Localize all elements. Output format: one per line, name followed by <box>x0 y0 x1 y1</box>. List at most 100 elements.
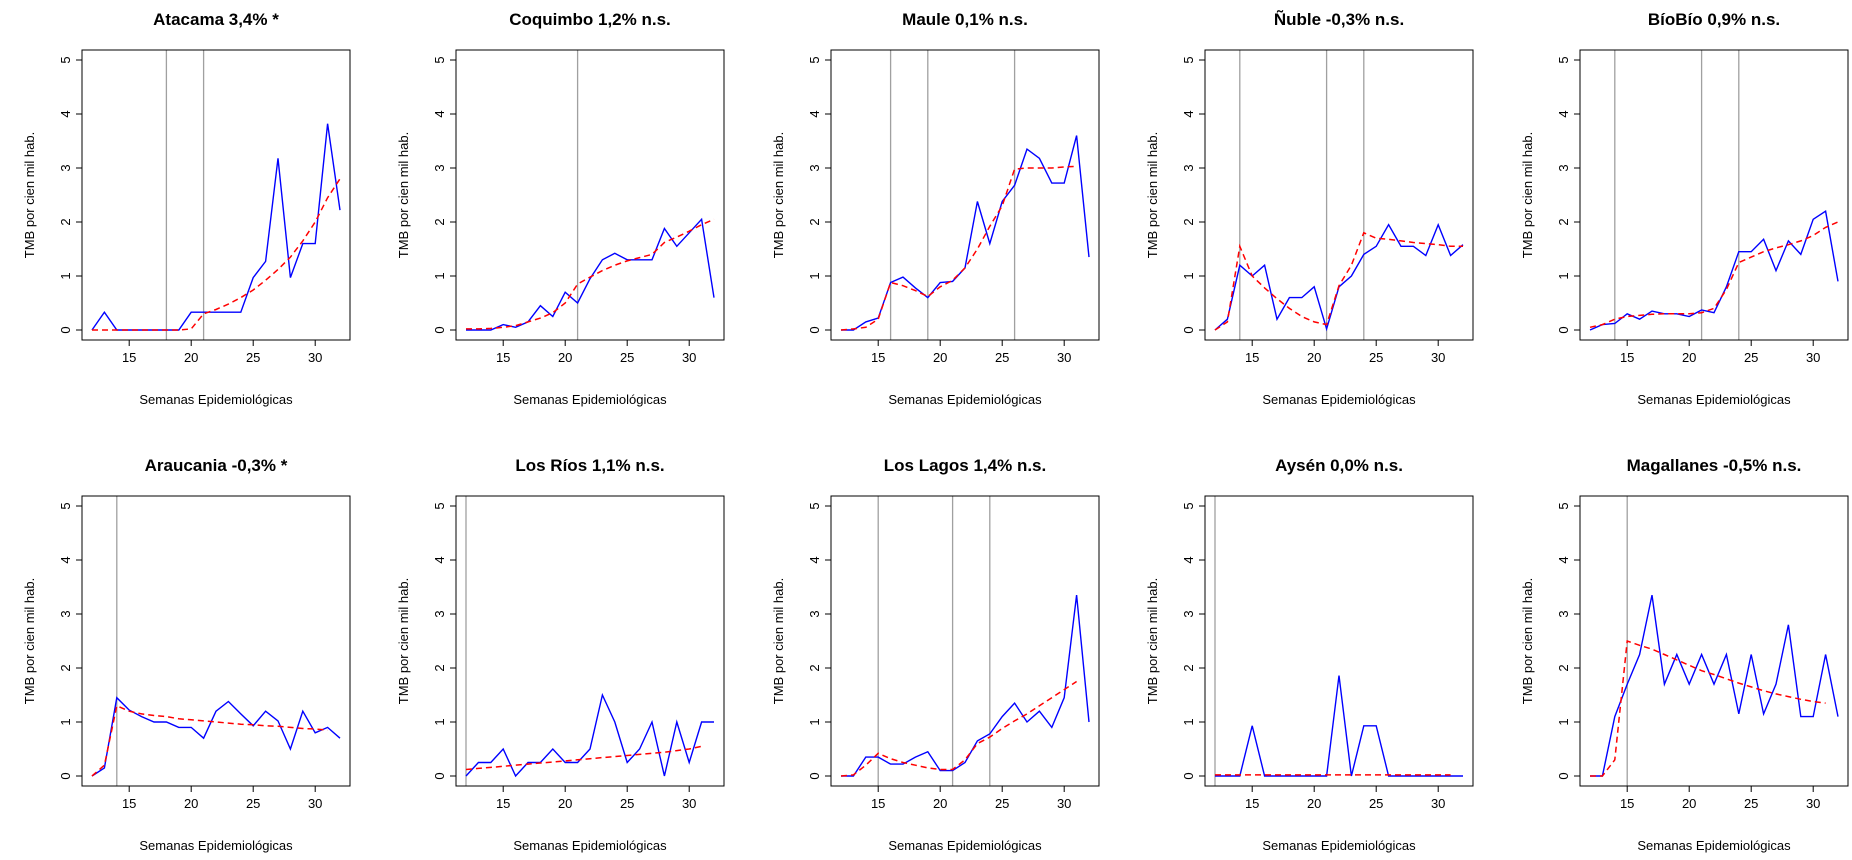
x-tick-label: 20 <box>933 796 947 811</box>
x-axis-label: Semanas Epidemiológicas <box>513 838 667 853</box>
y-tick-label: 3 <box>58 610 73 617</box>
trend-series-line <box>1590 639 1826 777</box>
y-tick-label: 0 <box>1181 772 1196 779</box>
observed-series-line <box>1214 222 1464 332</box>
y-axis-label: TMB por cien mil hab. <box>396 132 411 258</box>
y-tick-label: 3 <box>807 164 822 171</box>
y-tick-label: 1 <box>58 718 73 725</box>
x-tick-label: 15 <box>1245 350 1259 365</box>
x-tick-label: 20 <box>558 796 572 811</box>
y-tick-label: 2 <box>432 218 447 225</box>
y-tick-label: 1 <box>1181 718 1196 725</box>
y-tick-label: 5 <box>807 56 822 63</box>
observed-series-line <box>1215 675 1463 777</box>
trend-series-line <box>1589 221 1839 329</box>
y-tick-label: 3 <box>1556 610 1571 617</box>
y-tick-label: 4 <box>1556 110 1571 117</box>
chart-title: Aysén 0,0% n.s. <box>1275 456 1403 475</box>
y-tick-label: 0 <box>58 772 73 779</box>
y-axis-label: TMB por cien mil hab. <box>1520 132 1535 258</box>
y-tick-label: 3 <box>432 164 447 171</box>
x-tick-label: 20 <box>558 350 572 365</box>
x-tick-label: 20 <box>933 350 947 365</box>
x-tick-label: 30 <box>1057 796 1071 811</box>
y-tick-label: 5 <box>432 502 447 509</box>
x-tick-label: 15 <box>122 350 136 365</box>
chart-panel: Maule 0,1% n.s. 15 20 25 30 0 1 2 3 4 5 Semanas Epi… <box>771 10 1100 407</box>
plot-frame <box>830 49 1100 341</box>
y-tick-label: 4 <box>58 556 73 563</box>
trend-series-line <box>91 704 328 777</box>
x-axis-label: Semanas Epidemiológicas <box>888 392 1042 407</box>
x-axis-label: Semanas Epidemiológicas <box>1262 838 1416 853</box>
observed-series-line <box>1590 594 1839 777</box>
chart-title: BíoBío 0,9% n.s. <box>1648 10 1780 29</box>
y-tick-label: 0 <box>1556 326 1571 333</box>
y-tick-label: 2 <box>1556 218 1571 225</box>
y-tick-label: 4 <box>432 110 447 117</box>
y-axis-label: TMB por cien mil hab. <box>1145 578 1160 704</box>
y-tick-label: 4 <box>807 110 822 117</box>
y-tick-label: 0 <box>807 772 822 779</box>
y-axis-label: TMB por cien mil hab. <box>22 132 37 258</box>
y-tick-label: 5 <box>1556 56 1571 63</box>
chart-panel: BíoBío 0,9% n.s. 15 20 25 30 0 1 2 3 4 5 Semanas Ep… <box>1520 10 1849 407</box>
plot-frame <box>1579 495 1849 787</box>
x-tick-label: 30 <box>1431 796 1445 811</box>
y-tick-label: 2 <box>1181 218 1196 225</box>
chart-panel: Aysén 0,0% n.s. 15 20 25 30 0 1 2 3 4 5 Semanas Epi… <box>1145 456 1474 853</box>
y-axis-label: TMB por cien mil hab. <box>1520 578 1535 704</box>
trend-series-line <box>92 178 341 331</box>
chart-panel: Magallanes -0,5% n.s. 15 20 25 30 0 1 2 3 4 5 Seman… <box>1520 456 1849 853</box>
y-tick-label: 4 <box>1556 556 1571 563</box>
x-tick-label: 15 <box>1245 796 1259 811</box>
plot-frame <box>830 495 1100 787</box>
y-tick-label: 2 <box>807 218 822 225</box>
trend-series-line <box>840 165 1077 331</box>
y-tick-label: 1 <box>432 718 447 725</box>
y-tick-label: 0 <box>432 772 447 779</box>
x-tick-label: 30 <box>682 796 696 811</box>
chart-panel: Los Lagos 1,4% n.s. 15 20 25 30 0 1 2 3 4 5 Semanas… <box>771 456 1100 853</box>
plot-frame <box>81 49 351 341</box>
y-tick-label: 4 <box>1181 110 1196 117</box>
chart-title: Magallanes -0,5% n.s. <box>1627 456 1802 475</box>
y-tick-label: 0 <box>58 326 73 333</box>
y-tick-label: 2 <box>1556 664 1571 671</box>
chart-panel: Atacama 3,4% * 15 20 25 30 0 1 2 3 4 5 Semanas Epid… <box>22 10 351 407</box>
y-tick-label: 5 <box>1181 502 1196 509</box>
x-tick-label: 30 <box>308 796 322 811</box>
y-tick-label: 0 <box>1181 326 1196 333</box>
y-tick-label: 4 <box>807 556 822 563</box>
x-axis-label: Semanas Epidemiológicas <box>513 392 667 407</box>
y-tick-label: 5 <box>807 502 822 509</box>
chart-title: Maule 0,1% n.s. <box>902 10 1028 29</box>
x-tick-label: 30 <box>682 350 696 365</box>
chart-panel: Coquimbo 1,2% n.s. 15 20 25 30 0 1 2 3 4 5 Semanas … <box>396 10 725 407</box>
x-tick-label: 15 <box>496 350 510 365</box>
y-tick-label: 3 <box>58 164 73 171</box>
trend-series-line <box>1214 231 1463 331</box>
plot-frame <box>1579 49 1849 341</box>
y-tick-label: 1 <box>807 718 822 725</box>
y-tick-label: 3 <box>1556 164 1571 171</box>
x-tick-label: 25 <box>1744 350 1758 365</box>
y-tick-label: 5 <box>432 56 447 63</box>
y-axis-label: TMB por cien mil hab. <box>1145 132 1160 258</box>
y-tick-label: 1 <box>1181 272 1196 279</box>
plot-frame <box>1204 495 1474 787</box>
y-axis-label: TMB por cien mil hab. <box>396 578 411 704</box>
y-tick-label: 4 <box>58 110 73 117</box>
x-tick-label: 20 <box>1682 350 1696 365</box>
y-tick-label: 3 <box>432 610 447 617</box>
y-tick-label: 2 <box>1181 664 1196 671</box>
chart-title: Ñuble -0,3% n.s. <box>1274 9 1404 29</box>
plot-frame <box>1204 49 1474 341</box>
x-tick-label: 15 <box>1620 350 1634 365</box>
x-tick-label: 25 <box>1369 350 1383 365</box>
x-axis-label: Semanas Epidemiológicas <box>1637 838 1791 853</box>
y-tick-label: 1 <box>432 272 447 279</box>
x-tick-label: 25 <box>1369 796 1383 811</box>
x-tick-label: 30 <box>1057 350 1071 365</box>
